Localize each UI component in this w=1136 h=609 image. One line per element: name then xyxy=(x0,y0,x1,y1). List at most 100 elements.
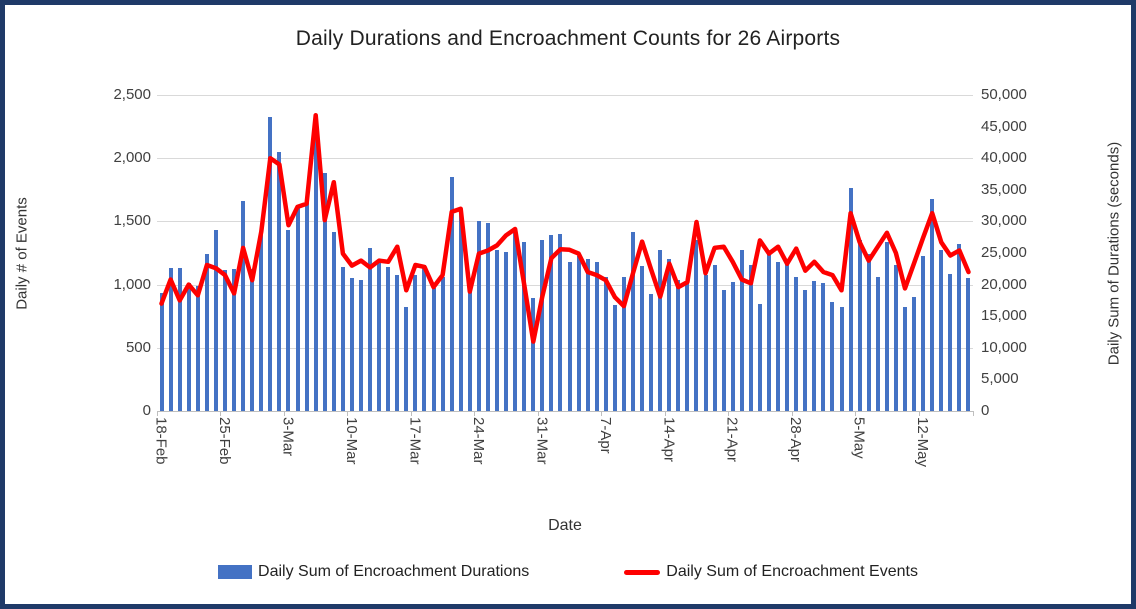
x-tick-label: 10-Mar xyxy=(342,417,360,465)
duration-bar xyxy=(549,235,554,411)
x-tick-mark xyxy=(601,411,603,416)
duration-bar xyxy=(830,301,835,411)
x-tick-label: 14-Apr xyxy=(660,417,678,463)
x-tick-label: 12-May xyxy=(914,417,932,468)
duration-bar xyxy=(223,270,227,411)
duration-bar xyxy=(603,277,608,411)
x-tick-mark xyxy=(728,411,730,416)
duration-bar xyxy=(177,267,182,411)
duration-bar xyxy=(331,231,336,411)
x-tick-mark xyxy=(973,411,974,416)
y-right-tick-label: 0 xyxy=(981,402,990,419)
x-tick-label: 21-Apr xyxy=(723,417,741,463)
y-left-tick-label: 1,500 xyxy=(113,212,151,230)
x-tick-label: 17-Mar xyxy=(406,417,424,465)
gridline xyxy=(157,221,973,223)
duration-bar xyxy=(884,242,889,411)
duration-bar xyxy=(241,200,246,411)
legend-durations-label: Daily Sum of Encroachment Durations xyxy=(258,563,530,580)
duration-bar xyxy=(313,139,318,411)
duration-bar xyxy=(476,220,481,411)
y-right-tick-label: 50,000 xyxy=(981,86,1027,103)
y-left-tick-label: 2,000 xyxy=(113,149,151,167)
x-tick-label: 3-Mar xyxy=(279,417,297,457)
y-right-axis-title: Daily Sum of Durations (seconds) xyxy=(1105,141,1123,366)
duration-bar xyxy=(857,240,862,411)
duration-bar xyxy=(531,297,536,411)
x-tick-label: 5-May xyxy=(850,417,868,459)
duration-bar xyxy=(640,265,645,411)
duration-bar xyxy=(748,265,753,411)
y-left-tick-label: 0 xyxy=(142,402,151,419)
duration-bar xyxy=(594,261,599,411)
duration-bar xyxy=(413,275,418,411)
x-axis-title: Date xyxy=(548,517,582,534)
events-line-swatch xyxy=(624,569,661,575)
duration-bar xyxy=(794,277,799,411)
legend-item-events: Daily Sum of Encroachment Events xyxy=(624,563,918,581)
duration-bar xyxy=(186,283,191,411)
x-tick-mark xyxy=(664,411,666,416)
duration-bar xyxy=(803,290,808,411)
duration-bar xyxy=(268,116,273,411)
duration-bar xyxy=(440,277,445,411)
duration-bar xyxy=(912,296,917,411)
duration-bar xyxy=(322,172,327,411)
duration-bar xyxy=(730,282,735,411)
duration-bar xyxy=(576,255,581,411)
duration-bar xyxy=(721,290,726,411)
duration-bar xyxy=(422,265,427,411)
x-tick-label: 25-Feb xyxy=(216,417,233,465)
duration-bar xyxy=(658,250,663,411)
gridline xyxy=(157,347,973,349)
duration-bar xyxy=(848,187,853,411)
x-tick-label: 31-Mar xyxy=(533,417,551,465)
y-right-tick-label: 35,000 xyxy=(981,180,1027,198)
events-line-layer xyxy=(159,112,971,344)
duration-bar xyxy=(875,277,880,411)
legend: Daily Sum of Encroachment Durations Dail… xyxy=(5,563,1131,581)
duration-bar xyxy=(776,261,781,411)
duration-bar xyxy=(495,250,499,411)
duration-bar xyxy=(966,277,971,411)
duration-bar xyxy=(204,253,209,411)
duration-bar xyxy=(232,268,237,411)
duration-bar xyxy=(903,306,907,411)
y-right-tick-label: 40,000 xyxy=(981,149,1027,167)
durations-bar-swatch xyxy=(218,565,253,579)
y-left-tick-label: 2,500 xyxy=(113,86,151,103)
y-right-tick-label: 15,000 xyxy=(981,307,1027,325)
y-left-axis-title: Daily # of Events xyxy=(13,197,31,310)
duration-bar xyxy=(377,261,382,411)
duration-bar xyxy=(676,280,681,411)
duration-bar xyxy=(631,232,635,411)
x-tick-mark xyxy=(220,411,222,416)
y-right-tick-label: 45,000 xyxy=(981,117,1027,135)
duration-bar xyxy=(340,266,345,411)
y-right-tick-label: 30,000 xyxy=(981,212,1027,230)
duration-bar xyxy=(168,268,173,411)
y-right-tick-label: 25,000 xyxy=(981,244,1027,261)
x-tick-mark xyxy=(855,411,857,416)
gridline xyxy=(157,158,973,160)
duration-bar xyxy=(948,273,953,411)
duration-bar xyxy=(359,280,363,411)
duration-bar xyxy=(821,283,826,411)
duration-bar xyxy=(295,204,300,411)
duration-bar xyxy=(703,275,708,411)
duration-bar xyxy=(685,282,690,411)
duration-bar xyxy=(349,278,354,411)
duration-bar xyxy=(739,250,744,411)
y-left-tick-label: 500 xyxy=(125,338,151,356)
duration-bar xyxy=(304,202,309,411)
x-axis-line xyxy=(157,411,973,412)
duration-bar xyxy=(866,253,871,411)
y-right-tick-label: 10,000 xyxy=(981,338,1027,356)
duration-bar xyxy=(957,244,962,411)
duration-bar xyxy=(558,234,563,411)
duration-bar xyxy=(467,288,472,411)
duration-bar xyxy=(431,288,436,411)
gridline xyxy=(157,284,973,286)
duration-bar xyxy=(567,261,572,411)
